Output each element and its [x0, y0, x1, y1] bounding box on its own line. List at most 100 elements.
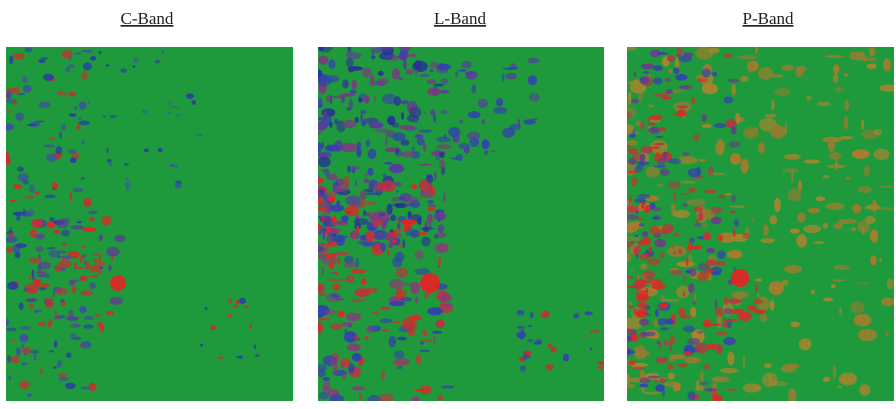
texture-patch: [823, 175, 829, 178]
texture-patch: [465, 71, 477, 80]
texture-patch: [427, 200, 434, 204]
texture-patch: [328, 59, 335, 68]
texture-patch: [443, 192, 446, 203]
texture-patch: [639, 384, 648, 388]
texture-patch: [356, 147, 361, 158]
texture-patch: [9, 55, 13, 64]
texture-patch: [375, 128, 390, 133]
texture-patch: [664, 78, 671, 82]
texture-patch: [637, 280, 649, 284]
texture-patch: [639, 318, 649, 325]
texture-patch: [693, 300, 697, 304]
texture-patch: [844, 116, 848, 129]
texture-patch: [367, 168, 373, 176]
texture-patch: [630, 302, 632, 305]
texture-patch: [754, 127, 757, 130]
texture-patch: [796, 234, 807, 247]
texture-patch: [654, 93, 663, 96]
texture-patch: [668, 372, 675, 379]
texture-patch: [833, 365, 836, 379]
texture-patch: [481, 139, 489, 149]
texture-patch: [727, 250, 742, 259]
texture-patch: [99, 235, 103, 242]
texture-patch: [768, 381, 788, 386]
texture-patch: [427, 307, 443, 315]
texture-patch: [88, 211, 98, 215]
texture-patch: [353, 234, 357, 238]
texture-patch: [639, 377, 650, 383]
texture-patch: [659, 378, 665, 383]
texture-patch: [359, 393, 362, 401]
texture-patch: [320, 294, 326, 297]
texture-patch: [326, 95, 332, 103]
texture-patch: [419, 350, 430, 352]
texture-patch: [35, 120, 44, 122]
texture-patch: [19, 334, 28, 343]
page: C-Band L-Band P-Band (() => { const data…: [0, 0, 896, 404]
texture-patch: [79, 101, 87, 110]
texture-patch: [672, 354, 685, 359]
texture-patch: [55, 265, 62, 272]
texture-patch: [727, 352, 735, 365]
texture-patch: [441, 385, 454, 388]
texture-patch: [397, 232, 402, 238]
texture-patch: [25, 298, 37, 302]
texture-patch: [448, 127, 460, 137]
texture-patch: [330, 222, 345, 225]
texture-patch: [6, 236, 18, 243]
texture-patch: [339, 94, 353, 96]
texture-patch: [641, 202, 644, 209]
texture-patch: [437, 243, 448, 253]
texture-patch: [654, 380, 659, 382]
texture-patch: [34, 310, 37, 314]
texture-patch: [708, 48, 719, 54]
texture-patch: [832, 279, 846, 281]
texture-patch: [364, 95, 370, 104]
texture-patch: [352, 80, 357, 90]
texture-patch: [886, 331, 889, 336]
texture-patch: [688, 284, 694, 294]
texture-patch: [529, 93, 540, 102]
texture-patch: [624, 242, 632, 248]
texture-patch: [796, 69, 803, 78]
texture-patch: [341, 215, 348, 222]
texture-patch: [598, 361, 607, 365]
texture-patch: [491, 150, 495, 152]
texture-patch: [341, 362, 344, 369]
texture-patch: [99, 324, 104, 333]
texture-patch: [124, 163, 129, 166]
texture-patch: [668, 69, 672, 74]
texture-patch: [346, 275, 355, 283]
texture-patch: [419, 129, 432, 133]
texture-patch: [781, 65, 793, 71]
texture-patch: [867, 64, 877, 69]
texture-patch: [716, 307, 724, 316]
texture-patch: [392, 321, 400, 324]
texture-patch: [628, 305, 634, 309]
texture-patch: [734, 219, 739, 226]
texture-patch: [657, 52, 668, 55]
texture-patch: [249, 323, 252, 329]
texture-patch: [106, 64, 109, 66]
texture-patch: [414, 119, 418, 123]
texture-patch: [632, 366, 645, 370]
texture-patch: [255, 354, 260, 357]
texture-patch: [365, 336, 369, 340]
texture-patch: [49, 217, 54, 221]
texture-patch: [433, 84, 444, 87]
texture-patch: [37, 322, 46, 326]
texture-patch: [697, 172, 699, 174]
texture-patch: [806, 96, 812, 101]
texture-patch: [10, 200, 17, 202]
texture-patch: [61, 124, 66, 130]
texture-patch: [628, 360, 636, 366]
panel-label: L-Band: [434, 9, 486, 28]
texture-patch: [640, 121, 645, 130]
texture-patch: [352, 166, 360, 169]
texture-patch: [648, 122, 656, 126]
texture-patch: [59, 131, 62, 138]
texture-patch: [318, 318, 331, 320]
texture-patch: [640, 153, 646, 162]
texture-patch: [315, 187, 323, 190]
texture-patch: [823, 377, 830, 382]
